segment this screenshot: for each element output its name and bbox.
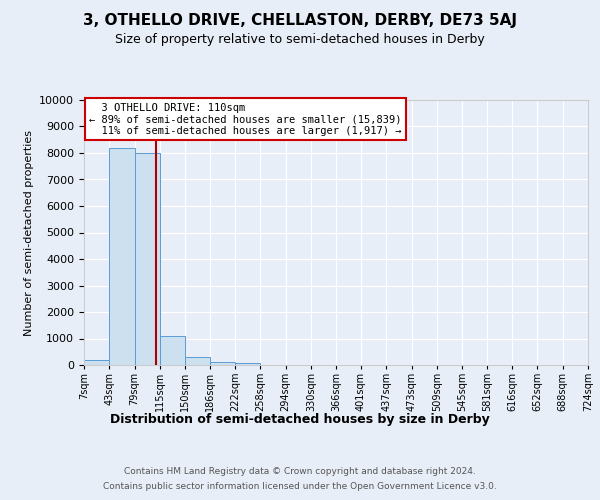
Text: Distribution of semi-detached houses by size in Derby: Distribution of semi-detached houses by … — [110, 412, 490, 426]
Bar — [235, 363, 260, 365]
Bar — [210, 362, 235, 365]
Bar — [109, 148, 134, 365]
Text: Contains HM Land Registry data © Crown copyright and database right 2024.: Contains HM Land Registry data © Crown c… — [124, 467, 476, 476]
Text: 3, OTHELLO DRIVE, CHELLASTON, DERBY, DE73 5AJ: 3, OTHELLO DRIVE, CHELLASTON, DERBY, DE7… — [83, 12, 517, 28]
Bar — [134, 153, 160, 365]
Y-axis label: Number of semi-detached properties: Number of semi-detached properties — [24, 130, 34, 336]
Bar — [185, 357, 210, 365]
Text: Contains public sector information licensed under the Open Government Licence v3: Contains public sector information licen… — [103, 482, 497, 491]
Bar — [84, 360, 109, 365]
Text: 3 OTHELLO DRIVE: 110sqm
← 89% of semi-detached houses are smaller (15,839)
  11%: 3 OTHELLO DRIVE: 110sqm ← 89% of semi-de… — [89, 102, 401, 136]
Text: Size of property relative to semi-detached houses in Derby: Size of property relative to semi-detach… — [115, 32, 485, 46]
Bar — [160, 336, 185, 365]
